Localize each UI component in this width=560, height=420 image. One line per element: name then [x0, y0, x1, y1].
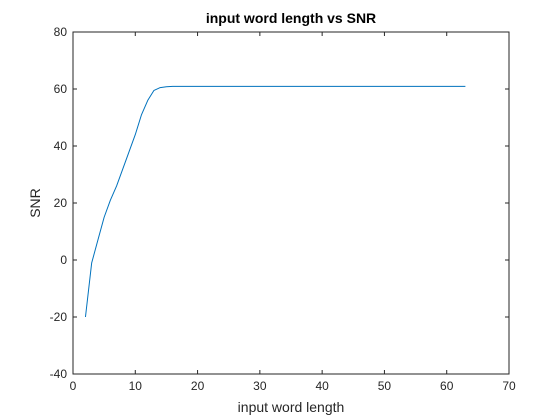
y-tick-label: 40	[54, 139, 68, 153]
x-tick-label: 30	[253, 379, 267, 393]
y-tick-label: 0	[60, 253, 67, 267]
x-tick-label: 60	[440, 379, 454, 393]
x-tick-label: 10	[129, 379, 143, 393]
chart-title: input word length vs SNR	[206, 10, 376, 26]
x-tick-label: 20	[191, 379, 205, 393]
x-tick-label: 70	[502, 379, 516, 393]
y-tick-label: 20	[54, 196, 68, 210]
x-tick-label: 40	[315, 379, 329, 393]
x-tick-label: 0	[70, 379, 77, 393]
y-tick-label: -40	[50, 367, 68, 381]
y-axis-label: SNR	[27, 188, 43, 218]
y-tick-label: 80	[54, 25, 68, 39]
x-axis-label: input word length	[238, 399, 345, 415]
y-tick-label: 60	[54, 82, 68, 96]
x-tick-label: 50	[378, 379, 392, 393]
y-tick-label: -20	[50, 310, 68, 324]
plot-area	[73, 32, 509, 374]
